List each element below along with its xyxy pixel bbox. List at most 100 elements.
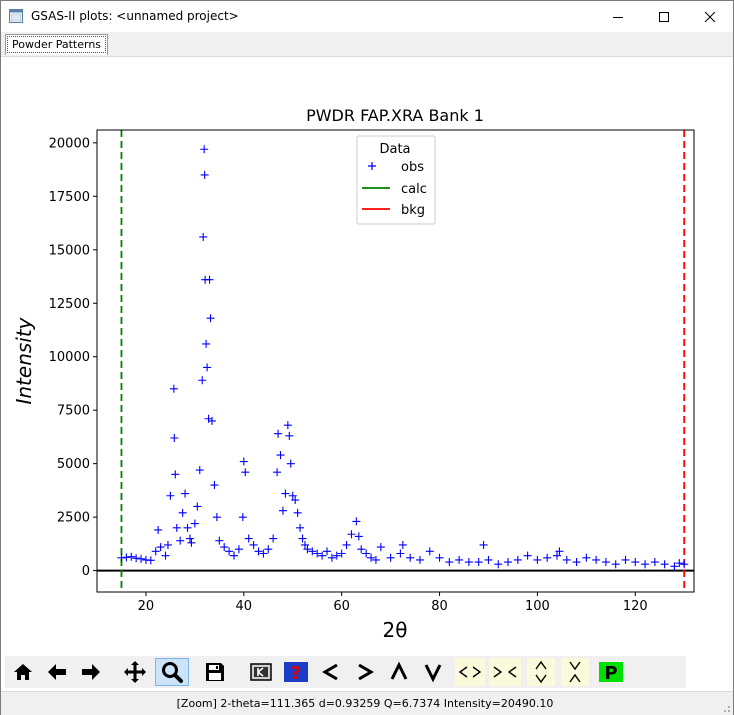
obs-point [225, 547, 234, 556]
obs-point [611, 560, 620, 569]
close-button[interactable] [687, 1, 733, 32]
app-icon [9, 9, 23, 23]
plot-toolbar: ? P [5, 656, 686, 688]
forward-button[interactable] [77, 658, 105, 686]
obs-point [286, 459, 295, 468]
obs-point [259, 549, 268, 558]
legend-box [356, 135, 436, 225]
status-text: [Zoom] 2-theta=111.365 d=0.93259 Q=6.737… [176, 697, 554, 710]
minimize-button[interactable] [595, 1, 641, 32]
pan-button[interactable] [121, 658, 149, 686]
obs-point [308, 547, 317, 556]
title-bar: GSAS-II plots: <unnamed project> [1, 1, 733, 32]
obs-point [178, 508, 187, 517]
obs-point [332, 551, 341, 560]
legend-entry-calc: calc [362, 182, 427, 197]
contract-x-button[interactable] [489, 658, 521, 686]
obs-point [254, 547, 263, 556]
maximize-icon [659, 11, 669, 22]
obs-point [274, 429, 283, 438]
contract-y-icon [569, 661, 581, 683]
obs-point [161, 551, 170, 560]
home-icon [14, 664, 32, 680]
obs-point [264, 545, 273, 554]
obs-point [572, 558, 581, 567]
contract-x-icon [493, 666, 517, 678]
obs-point [484, 555, 493, 564]
powder-pattern-plot[interactable]: PWDR FAP.XRA Bank 1 20 40 60 80 100 120 0 2500 5… [1, 57, 733, 655]
obs-point [552, 551, 561, 560]
obs-point [181, 489, 190, 498]
y-tick-label: 0 [82, 564, 90, 579]
expand-y-icon [535, 660, 547, 684]
obs-point [203, 363, 212, 372]
shift-left-button[interactable] [317, 658, 345, 686]
legend-label-bkg: bkg [401, 203, 425, 218]
obs-point [169, 384, 178, 393]
help-icon: ? [284, 662, 308, 684]
publish-button[interactable]: P [597, 658, 625, 686]
obs-point [494, 560, 503, 569]
obs-point [151, 547, 160, 556]
back-button[interactable] [43, 658, 71, 686]
obs-point [281, 489, 290, 498]
save-icon [206, 663, 224, 681]
x-axis-label: 2θ [383, 618, 408, 642]
y-tick-label: 7500 [57, 404, 90, 419]
shift-right-icon [358, 663, 374, 681]
y-tick-label: 2500 [57, 511, 90, 526]
obs-point [187, 538, 196, 547]
obs-point [479, 540, 488, 549]
x-tick-label: 100 [525, 599, 550, 614]
obs-point [464, 558, 473, 567]
window-title: GSAS-II plots: <unnamed project> [31, 9, 239, 23]
obs-point [163, 540, 172, 549]
x-tick-label: 40 [236, 599, 253, 614]
obs-point [342, 540, 351, 549]
obs-point [455, 555, 464, 564]
back-arrow-icon [48, 664, 66, 680]
shift-left-icon [322, 663, 338, 681]
legend-label-calc: calc [401, 182, 427, 197]
obs-point [601, 558, 610, 567]
zoom-button[interactable] [155, 658, 189, 686]
obs-point [435, 553, 444, 562]
shift-right-button[interactable] [351, 658, 379, 686]
expand-y-button[interactable] [527, 658, 555, 686]
obs-point [406, 553, 415, 562]
obs-point [504, 558, 513, 567]
maximize-button[interactable] [641, 1, 687, 32]
y-tick-label: 12500 [49, 297, 90, 312]
shift-down-icon [424, 664, 442, 683]
help-button[interactable]: ? [281, 658, 311, 686]
obs-point [474, 558, 483, 567]
obs-point [269, 534, 278, 543]
legend-title: Data [379, 142, 410, 157]
obs-point [445, 558, 454, 567]
keyboard-help-button[interactable] [247, 658, 275, 686]
obs-point [215, 536, 224, 545]
obs-point [367, 553, 376, 562]
obs-point [555, 547, 564, 556]
home-button[interactable] [9, 658, 37, 686]
obs-point [523, 551, 532, 560]
shift-up-button[interactable] [385, 658, 413, 686]
x-tick-label: 20 [138, 599, 155, 614]
x-tick-label: 60 [333, 599, 350, 614]
legend-entry-bkg: bkg [362, 203, 425, 218]
obs-point [283, 421, 292, 430]
save-button[interactable] [201, 658, 229, 686]
obs-point [533, 555, 542, 564]
obs-point [200, 145, 209, 154]
y-tick-label: 5000 [57, 457, 90, 472]
obs-point [322, 547, 331, 556]
obs-point [303, 545, 312, 554]
expand-x-button[interactable] [455, 658, 485, 686]
legend: Data obs calc bkg [356, 135, 436, 225]
obs-point [650, 558, 659, 567]
legend-marker-obs [368, 162, 376, 170]
tab-powder-patterns[interactable]: Powder Patterns [5, 34, 109, 55]
contract-y-button[interactable] [561, 658, 589, 686]
shift-down-button[interactable] [419, 658, 447, 686]
resize-grip-icon[interactable] [721, 703, 731, 713]
